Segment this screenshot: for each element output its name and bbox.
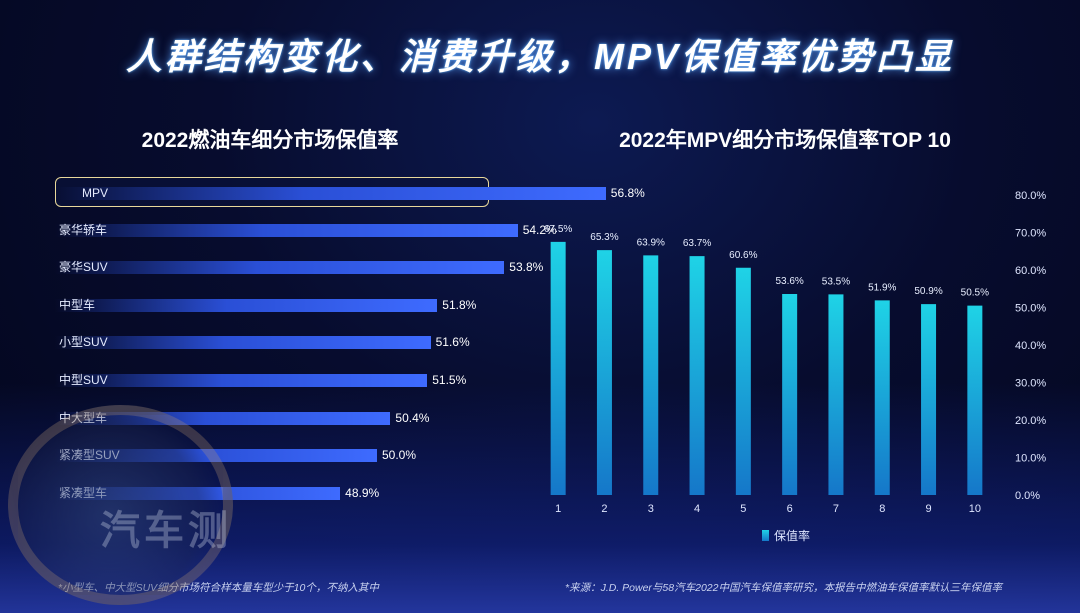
vbar-value-label: 50.9% xyxy=(914,286,942,297)
vbar-1 xyxy=(550,241,566,495)
hbar-bar xyxy=(55,374,428,387)
hbar-row-1: 豪华轿车 54.2% xyxy=(55,215,557,245)
x-tick-label: 2 xyxy=(601,503,607,515)
hbar-value-label: 50.0% xyxy=(382,448,417,463)
hbar-value-label: 56.8% xyxy=(610,186,645,200)
vbar-3 xyxy=(643,255,659,495)
hbar-value-label: 51.8% xyxy=(442,297,477,312)
hbar-category-label: 中型SUV xyxy=(59,373,108,387)
x-tick-label: 1 xyxy=(555,503,561,515)
vbar-6 xyxy=(782,294,798,495)
y-tick-label: 60.0% xyxy=(1015,265,1046,277)
hbar-category-label: 中型车 xyxy=(59,297,96,312)
y-tick-label: 0.0% xyxy=(1015,490,1040,502)
hbar-row-0: MPV 56.8% xyxy=(55,177,645,207)
hbar-bar xyxy=(55,223,518,237)
legend-label: 保值率 xyxy=(774,529,811,543)
hbar-category-label: 紧凑型SUV xyxy=(59,448,120,463)
vbar-value-label: 60.6% xyxy=(729,250,757,261)
hbar-row-6: 中大型车 50.4% xyxy=(55,403,495,433)
vbar-5 xyxy=(735,267,751,495)
vbar-value-label: 63.9% xyxy=(637,237,665,248)
x-tick-label: 3 xyxy=(648,503,654,515)
hbar-row-7: 紧凑型SUV 50.0% xyxy=(55,440,495,470)
x-tick-label: 10 xyxy=(969,503,981,515)
vbar-9 xyxy=(921,304,937,495)
y-tick-label: 10.0% xyxy=(1015,453,1046,465)
vbar-10 xyxy=(967,305,983,495)
hbar-bar xyxy=(55,336,431,350)
hbar-category-label: 紧凑型车 xyxy=(59,485,108,500)
vbar-value-label: 53.5% xyxy=(822,276,850,287)
hbar-category-label: 豪华SUV xyxy=(59,260,108,275)
hbar-row-3: 中型车 51.8% xyxy=(55,290,495,320)
hbar-value-label: 53.8% xyxy=(509,260,544,275)
hbar-category-label: 中大型车 xyxy=(59,410,108,425)
y-tick-label: 80.0% xyxy=(1015,190,1046,202)
hbar-value-label: 50.4% xyxy=(395,410,430,425)
vbar-value-label: 53.6% xyxy=(775,276,803,287)
hbar-value-label: 51.5% xyxy=(432,373,467,387)
right-chart-title: 2022年MPV细分市场保值率TOP 10 xyxy=(619,129,951,152)
vbar-4 xyxy=(689,256,705,495)
y-tick-label: 20.0% xyxy=(1015,415,1046,427)
hbar-bar xyxy=(55,298,438,312)
x-tick-label: 8 xyxy=(879,503,885,515)
mpv-top10-chart: 0.0% 10.0% 20.0% 30.0% 40.0% 50.0% 60.0% 70.0% 8… xyxy=(544,190,1046,515)
vbar-value-label: 50.5% xyxy=(961,288,989,299)
hbar-category-label: MPV xyxy=(82,186,109,200)
x-tick-label: 7 xyxy=(833,503,839,515)
hbar-row-4: 小型SUV 51.6% xyxy=(55,327,495,357)
hbar-bar xyxy=(55,261,505,275)
x-tick-label: 6 xyxy=(787,503,793,515)
hbar-category-label: 豪华轿车 xyxy=(59,222,108,237)
hbar-value-label: 51.6% xyxy=(435,335,470,350)
hbar-bar xyxy=(56,187,606,200)
hbar-row-5: 中型SUV 51.5% xyxy=(55,365,495,395)
vbar-8 xyxy=(874,300,890,495)
y-tick-label: 40.0% xyxy=(1015,340,1046,352)
vbar-value-label: 67.5% xyxy=(544,224,572,235)
page-title: 人群结构变化、消费升级，MPV保值率优势凸显 xyxy=(125,36,954,77)
right-footnote: *来源：J.D. Power与58汽车2022中国汽车保值率研究，本报告中燃油车… xyxy=(565,582,1002,594)
y-tick-label: 70.0% xyxy=(1015,228,1046,240)
x-tick-label: 4 xyxy=(694,503,700,515)
left-chart-title: 2022燃油车细分市场保值率 xyxy=(141,129,399,152)
hbar-value-label: 48.9% xyxy=(345,485,380,500)
y-tick-label: 30.0% xyxy=(1015,378,1046,390)
chart-legend: 保值率 xyxy=(762,527,810,544)
vbar-value-label: 65.3% xyxy=(590,232,618,243)
vbar-value-label: 63.7% xyxy=(683,238,711,249)
hbar-value-label: 54.2% xyxy=(522,222,557,237)
legend-swatch xyxy=(762,530,769,541)
left-footnote: *小型车、中大型SUV细分市场符合样本量车型少于10个，不纳入其中 xyxy=(58,582,379,594)
x-tick-label: 9 xyxy=(925,503,931,515)
hbar-row-2: 豪华SUV 53.8% xyxy=(55,252,543,282)
hbar-row-8: 紧凑型车 48.9% xyxy=(55,478,495,508)
y-tick-label: 50.0% xyxy=(1015,303,1046,315)
vbar-value-label: 51.9% xyxy=(868,282,896,293)
x-tick-label: 5 xyxy=(740,503,746,515)
vbar-7 xyxy=(828,294,844,495)
vbar-2 xyxy=(596,250,612,495)
hbar-category-label: 小型SUV xyxy=(59,335,108,350)
